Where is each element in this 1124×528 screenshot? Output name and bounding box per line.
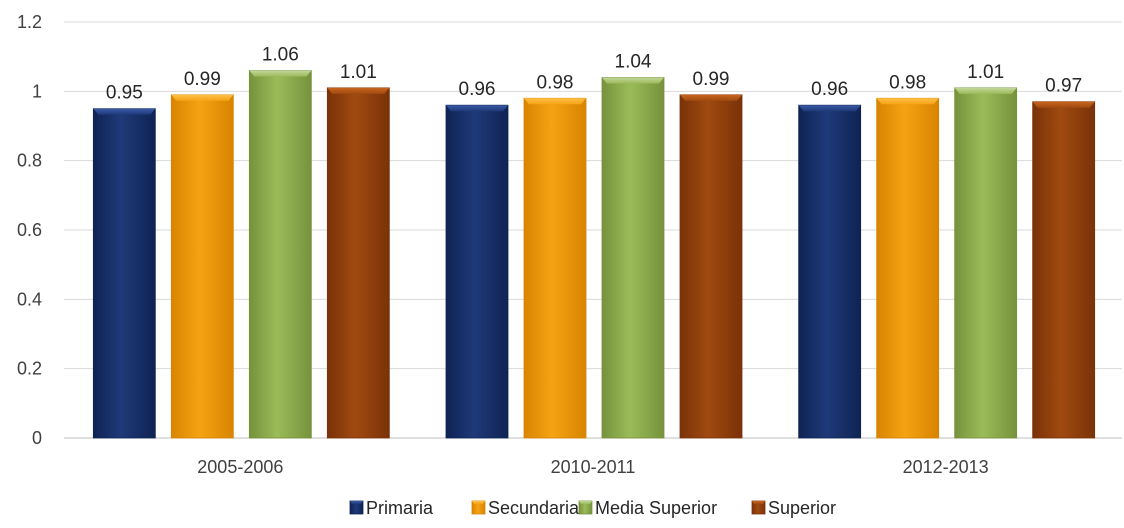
bar [1032, 101, 1096, 439]
legend-item-secundaria: Secundaria [471, 498, 580, 518]
data-label: 0.95 [106, 83, 143, 104]
data-label: 0.97 [1045, 76, 1082, 97]
legend-label: Superior [768, 498, 836, 518]
bar-bevel [93, 108, 156, 115]
bar-media-superior-2005-2006 [248, 70, 312, 439]
bar-bevel [249, 70, 312, 77]
data-labels: 0.95 0.99 1.06 1.01 0.96 0.98 1.04 0.99 0.96 0.98… [106, 45, 1082, 104]
x-tick-label: 2005-2006 [197, 457, 283, 477]
data-label: 1.04 [615, 51, 652, 72]
bar-bevel [954, 87, 1017, 94]
data-label: 0.99 [693, 69, 730, 90]
bar-bevel [171, 94, 234, 101]
bar-media-superior-2010-2011 [601, 77, 665, 439]
bar [523, 97, 587, 439]
legend-swatch-bevel [350, 501, 363, 504]
legend-swatch-bevel [752, 501, 765, 504]
y-tick-label: 0.6 [17, 220, 42, 240]
bar [601, 77, 665, 439]
bar-superior-2012-2013 [1032, 101, 1096, 439]
legend-label: Primaria [366, 498, 434, 518]
legend-label: Media Superior [595, 498, 717, 518]
bar-bevel [680, 94, 742, 101]
legend-item-superior: Superior [751, 498, 836, 518]
legend-item-media-superior: Media Superior [578, 498, 717, 518]
bar-bevel [876, 98, 939, 105]
bar [170, 94, 234, 439]
x-tick-label: 2012-2013 [903, 457, 989, 477]
bar [954, 87, 1018, 439]
legend-swatch-bevel [579, 501, 592, 504]
bar [326, 87, 390, 439]
bar-bevel [446, 105, 508, 112]
y-tick-label: 0 [32, 428, 42, 448]
bar-superior-2010-2011 [679, 94, 743, 439]
x-axis: 2005-2006 2010-2011 2012-2013 [197, 457, 988, 477]
legend-item-primaria: Primaria [349, 498, 434, 518]
bar-primaria-2012-2013 [798, 104, 862, 439]
bar [679, 94, 743, 439]
data-label: 0.96 [811, 79, 848, 100]
bar [92, 108, 156, 439]
data-label: 0.99 [184, 69, 221, 90]
bar-bevel [524, 98, 586, 105]
bar-superior-2005-2006 [326, 87, 390, 439]
y-tick-label: 1 [32, 81, 42, 101]
bar-secundaria-2010-2011 [523, 97, 587, 439]
legend: Primaria Secundaria Media Superior Superior [349, 498, 836, 518]
bar-primaria-2010-2011 [445, 104, 509, 439]
data-label: 0.96 [459, 79, 496, 100]
bar [876, 97, 940, 439]
y-tick-label: 0.4 [17, 289, 42, 309]
data-label: 1.01 [967, 62, 1004, 83]
data-label: 1.01 [340, 62, 377, 83]
bars [92, 70, 1096, 439]
y-tick-label: 1.2 [17, 12, 42, 32]
legend-swatch-bevel [472, 501, 485, 504]
bar-bevel [798, 105, 861, 112]
bar-bevel [1032, 101, 1095, 108]
bar [248, 70, 312, 439]
bar-secundaria-2005-2006 [170, 94, 234, 439]
bar [445, 104, 509, 439]
data-label: 0.98 [889, 72, 926, 93]
bar [798, 104, 862, 439]
y-tick-label: 0.8 [17, 151, 42, 171]
legend-label: Secundaria [488, 498, 580, 518]
y-tick-label: 0.2 [17, 359, 42, 379]
bar-bevel [327, 87, 390, 94]
bar-bevel [602, 77, 664, 84]
data-label: 0.98 [537, 72, 574, 93]
gridlines [64, 21, 1122, 439]
x-tick-label: 2010-2011 [551, 457, 636, 477]
y-axis: 0 0.2 0.4 0.6 0.8 1 1.2 [17, 12, 42, 448]
bar-secundaria-2012-2013 [876, 97, 940, 439]
bar-media-superior-2012-2013 [954, 87, 1018, 439]
bar-primaria-2005-2006 [92, 108, 156, 439]
data-label: 1.06 [262, 45, 299, 66]
